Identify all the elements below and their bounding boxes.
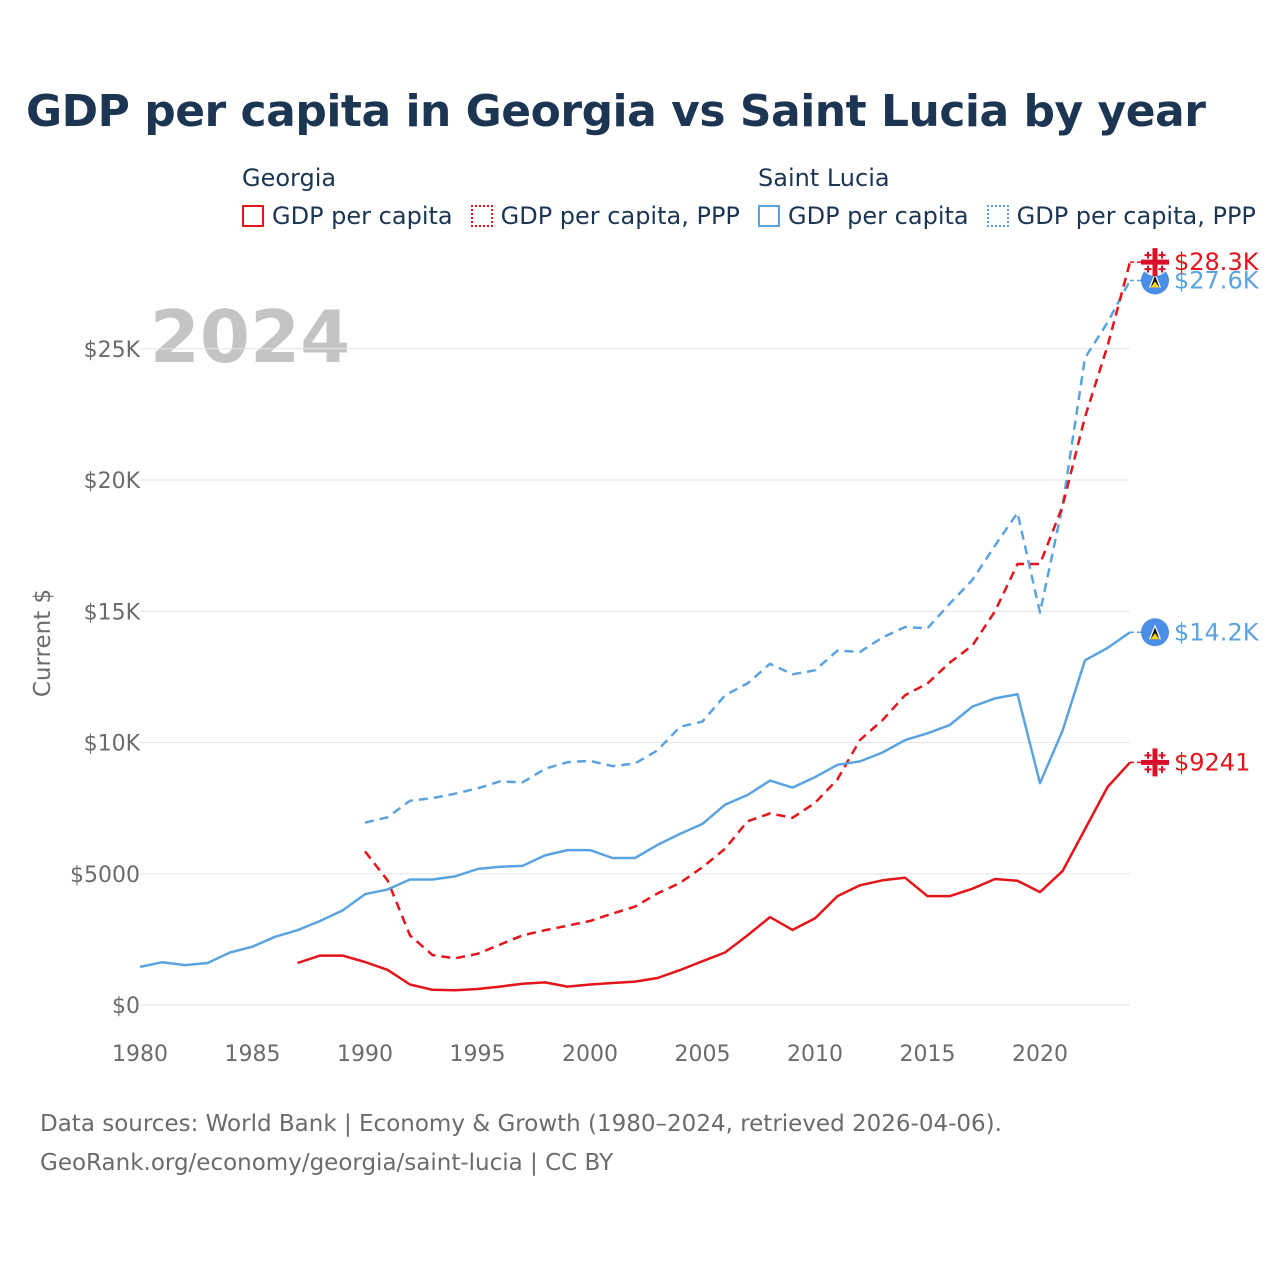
series-line-georgia-gdp-per-capita xyxy=(297,761,1131,992)
y-tick-label: $25K xyxy=(84,338,141,363)
x-tick-label: 2010 xyxy=(787,1042,843,1067)
legend-swatch-solid-icon xyxy=(758,205,780,227)
legend-label: GDP per capita, PPP xyxy=(1016,202,1256,230)
legend-georgia-title: Georgia xyxy=(242,164,337,192)
flag-yellow-triangle xyxy=(1150,633,1160,640)
flag-cross-v xyxy=(1152,248,1158,277)
legend-saint-lucia-gdp[interactable]: GDP per capita xyxy=(758,202,969,230)
end-value-label: $27.6K xyxy=(1174,267,1260,295)
x-tick-label: 2015 xyxy=(900,1042,956,1067)
legend-georgia: Georgia GDP per capita GDP per capita, P… xyxy=(242,160,740,230)
end-value-label: $28.3K xyxy=(1174,248,1260,276)
x-tick-label: 1990 xyxy=(337,1042,393,1067)
x-tick-label: 1995 xyxy=(450,1042,506,1067)
legend-swatch-dotted-icon xyxy=(986,205,1009,227)
y-tick-label: $20K xyxy=(84,469,141,494)
footer-url: GeoRank.org/economy/georgia/saint-lucia … xyxy=(40,1150,614,1176)
flag-small-cross xyxy=(1144,754,1152,757)
flag-small-cross xyxy=(1144,254,1152,257)
legend-swatch-solid-icon xyxy=(242,205,264,227)
flag-small-cross xyxy=(1144,768,1152,771)
x-tick-label: 1980 xyxy=(112,1042,168,1067)
georgia-flag-icon xyxy=(1141,748,1169,777)
flag-cross-v xyxy=(1152,748,1158,777)
chart-title: GDP per capita in Georgia vs Saint Lucia… xyxy=(26,86,1206,137)
series-line-georgia-gdp-per-capita-ppp xyxy=(364,261,1132,960)
flag-small-cross xyxy=(1158,254,1166,257)
legend-saint-lucia-title: Saint Lucia xyxy=(758,164,890,192)
legend-saint-lucia-gdp-ppp[interactable]: GDP per capita, PPP xyxy=(986,202,1256,230)
series-line-saint-lucia-gdp-per-capita-ppp xyxy=(364,279,1132,824)
x-tick-label: 2020 xyxy=(1012,1042,1068,1067)
legend-saint-lucia: Saint Lucia GDP per capita GDP per capit… xyxy=(758,160,1256,230)
end-value-label: $9241 xyxy=(1174,748,1250,776)
footer: Data sources: World Bank | Economy & Gro… xyxy=(40,1105,1002,1183)
legend-label: GDP per capita xyxy=(272,202,453,230)
y-tick-label: $0 xyxy=(112,994,140,1019)
y-tick-label: $10K xyxy=(84,732,141,757)
x-tick-label: 2005 xyxy=(675,1042,731,1067)
end-value-label: $14.2K xyxy=(1174,618,1260,646)
georgia-flag-icon xyxy=(1141,248,1169,277)
saint-lucia-flag-icon xyxy=(1141,618,1169,647)
flag-yellow-triangle xyxy=(1150,281,1160,288)
x-tick-label: 2000 xyxy=(562,1042,618,1067)
flag-small-cross xyxy=(1144,268,1152,271)
x-tick-label: 1985 xyxy=(225,1042,281,1067)
year-watermark: 2024 xyxy=(150,295,350,379)
flag-small-cross xyxy=(1158,268,1166,271)
legend-label: GDP per capita xyxy=(788,202,969,230)
y-tick-label: $5000 xyxy=(70,863,140,888)
flag-small-cross xyxy=(1158,768,1166,771)
y-tick-label: $15K xyxy=(84,600,141,625)
flag-small-cross xyxy=(1158,754,1166,757)
legend-georgia-gdp-ppp[interactable]: GDP per capita, PPP xyxy=(470,202,740,230)
legend-label: GDP per capita, PPP xyxy=(500,202,740,230)
legend-swatch-dotted-icon xyxy=(470,205,493,227)
legend-georgia-gdp[interactable]: GDP per capita xyxy=(242,202,453,230)
footer-sources: Data sources: World Bank | Economy & Gro… xyxy=(40,1111,1002,1137)
series-line-saint-lucia-gdp-per-capita xyxy=(139,631,1131,969)
y-axis-label: Current $ xyxy=(30,589,56,697)
